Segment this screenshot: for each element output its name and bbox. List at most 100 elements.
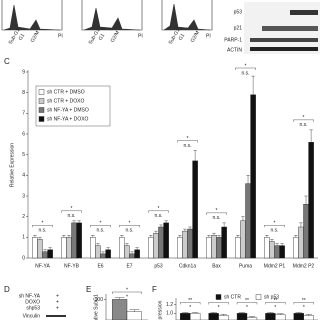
y-axis-label: Relative Expression	[9, 143, 15, 187]
bar	[124, 245, 130, 259]
bar	[37, 239, 43, 259]
d-row-label: Vinculin	[23, 313, 41, 319]
bar	[221, 226, 227, 259]
y-tick-label: 1.2	[166, 302, 173, 308]
x-tick-label: Puma	[239, 263, 252, 269]
legend-swatch	[215, 294, 222, 300]
y-tick-label: 100	[95, 297, 104, 303]
x-tick-label: Mdm2 P2	[293, 263, 315, 269]
legend-label: sh p53	[264, 294, 279, 300]
bar	[180, 313, 191, 320]
bar	[192, 160, 198, 259]
bar	[206, 237, 212, 259]
bar	[148, 237, 154, 259]
bar	[32, 237, 38, 259]
significance-label: *	[71, 206, 73, 212]
significance-label: **	[302, 298, 306, 304]
significance-bracket	[264, 225, 285, 228]
bar	[303, 315, 314, 320]
significance-label: n.s.	[270, 228, 278, 234]
x-tick-label: NF-YA	[35, 263, 50, 269]
y-axis-label: pression	[157, 300, 163, 319]
western-blot: p53 p21 PARP-1 ACTIN	[224, 2, 320, 54]
flow-frame	[81, 0, 143, 31]
x-tick-label: NF-YB	[64, 263, 80, 269]
blot-label: p53	[234, 9, 243, 15]
bar	[90, 237, 96, 259]
bar	[293, 237, 299, 259]
significance-label: *	[126, 287, 128, 293]
legend-swatch	[38, 107, 45, 113]
significance-label: *	[100, 221, 102, 227]
significance-label: *	[126, 294, 128, 300]
significance-label: n.s.	[299, 122, 307, 128]
bar	[240, 220, 246, 259]
y-tick-label: 1	[22, 235, 25, 241]
bar	[216, 237, 222, 259]
bar	[275, 314, 286, 320]
y-tick-label: 0	[22, 255, 25, 261]
flow-frame	[161, 0, 213, 31]
bar	[47, 249, 53, 259]
bar	[153, 232, 159, 259]
y-tick-label: 2	[22, 214, 25, 220]
panel-label: C	[4, 57, 10, 66]
significance-label: n.s.	[154, 213, 162, 219]
flow-label: G2/M	[110, 30, 121, 44]
legend-swatch	[255, 294, 262, 300]
d-row-label: sh NF-YA	[19, 293, 41, 299]
blot-label: PARP-1	[224, 37, 242, 43]
bar	[119, 237, 125, 259]
significance-label: *	[274, 221, 276, 227]
bar	[218, 315, 229, 320]
d-row-label: DOXO	[25, 299, 40, 305]
significance-label: *	[189, 305, 191, 311]
bar	[303, 204, 309, 259]
bar	[76, 222, 82, 259]
significance-bracket	[265, 302, 286, 305]
bar	[265, 313, 276, 320]
blot-band	[250, 47, 318, 51]
bar	[293, 313, 304, 320]
legend-frame	[35, 85, 111, 127]
significance-label: **	[273, 298, 277, 304]
significance-label: **	[217, 298, 221, 304]
x-tick-label: Mdm2 P1	[264, 263, 286, 269]
flow-label: G2/M	[190, 30, 201, 44]
significance-label: *	[218, 305, 220, 311]
bar	[208, 313, 219, 320]
legend-label: sh CTR	[224, 294, 241, 300]
significance-bracket	[208, 302, 229, 305]
significance-label: *	[42, 221, 44, 227]
significance-label: n.s.	[183, 143, 191, 149]
blot-band	[290, 10, 318, 15]
significance-bracket	[235, 67, 256, 70]
y-tick-label: 9	[22, 69, 25, 75]
bar	[264, 237, 270, 259]
bar	[189, 313, 201, 320]
legend-swatch	[38, 89, 45, 95]
bar	[235, 237, 241, 259]
legend-label: sh CTR + DOXO	[47, 98, 84, 104]
x-tick-label: E6	[97, 263, 103, 269]
bar	[182, 230, 188, 259]
bar	[250, 94, 256, 259]
flow-histogram	[83, 7, 141, 31]
bar	[269, 241, 275, 259]
significance-label: *	[187, 136, 189, 142]
significance-bracket	[293, 302, 314, 305]
blot-band	[262, 26, 318, 31]
bar	[187, 228, 193, 259]
significance-bracket	[32, 225, 53, 228]
flow-label: G2/M	[30, 30, 41, 44]
d-row-label: shp53	[26, 305, 40, 311]
significance-bracket	[90, 225, 111, 228]
significance-bracket	[177, 140, 198, 143]
significance-bracket	[236, 302, 258, 305]
significance-label: n.s.	[96, 228, 104, 234]
significance-label: *	[303, 115, 305, 121]
bar	[42, 251, 48, 259]
bar	[279, 245, 285, 259]
bar	[126, 311, 142, 320]
